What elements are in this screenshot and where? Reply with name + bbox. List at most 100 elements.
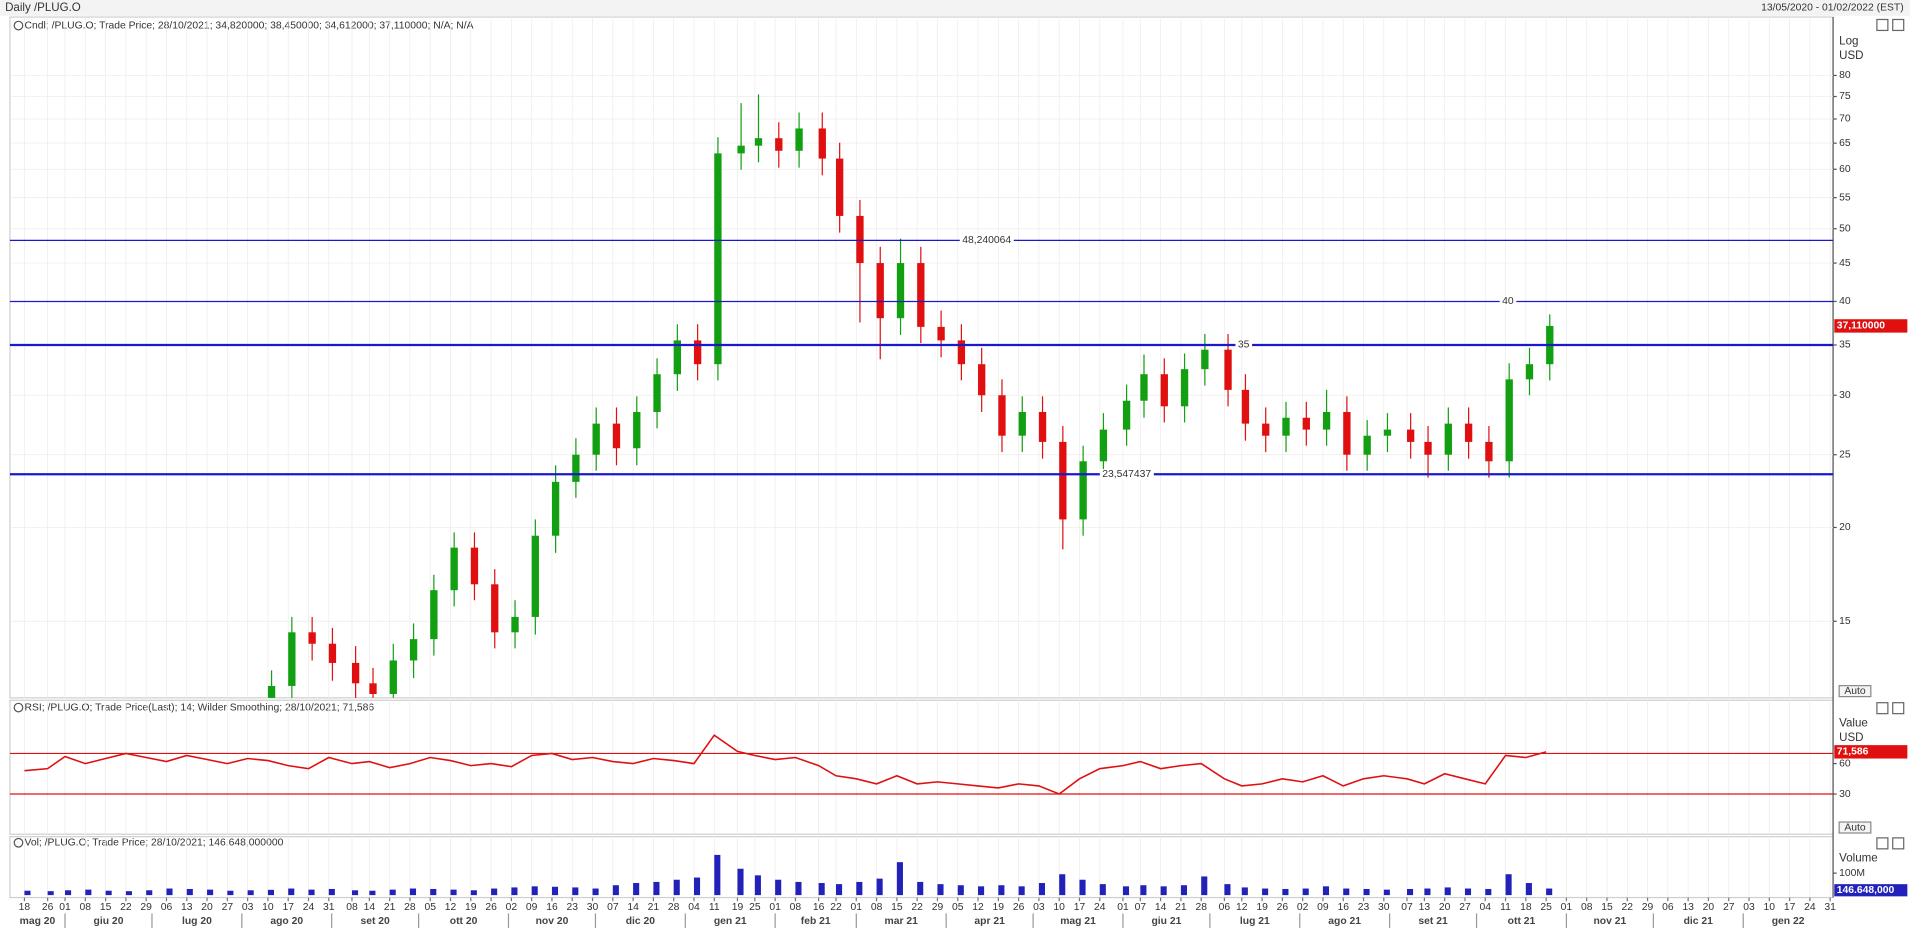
last-price-box: [1834, 319, 1908, 333]
x-tick-label: 15: [1601, 902, 1613, 913]
x-tick-label: 02: [1297, 902, 1309, 913]
x-tick-label: 13: [1682, 902, 1694, 913]
x-tick-label: 18: [19, 902, 31, 913]
volume-bar: [1525, 883, 1532, 896]
close-button[interactable]: [1892, 837, 1905, 850]
x-tick-label: 21: [384, 902, 396, 913]
candle-body: [1038, 411, 1047, 442]
candle-body: [1099, 429, 1108, 462]
volume-bar: [491, 888, 498, 896]
y-tick-label: 20: [1839, 522, 1851, 533]
candle-body: [1059, 441, 1067, 520]
x-tick-label: 10: [1053, 902, 1065, 913]
x-tick-label: 24: [303, 902, 315, 913]
x-tick-label: 18: [1520, 902, 1532, 913]
volume-bar: [1241, 887, 1248, 896]
candle-body: [267, 685, 276, 698]
x-tick-label: 04: [688, 902, 700, 913]
x-tick-label: 14: [364, 902, 376, 913]
volume-bar: [85, 889, 92, 896]
level-label: 35: [1238, 340, 1250, 351]
x-tick-label: 03: [242, 902, 254, 913]
restore-button[interactable]: [1876, 837, 1889, 850]
candle-body: [714, 153, 722, 365]
x-tick-label: 22: [1622, 902, 1634, 913]
volume-bar: [24, 890, 31, 896]
restore-button[interactable]: [1876, 18, 1889, 32]
volume-bar: [818, 883, 825, 896]
level-label-bg: [1235, 339, 1253, 351]
auto-label[interactable]: Auto: [1844, 686, 1866, 697]
candle-body: [288, 632, 296, 686]
panel-icon: [13, 837, 24, 848]
volume-bar: [125, 891, 132, 896]
candle-body: [1343, 411, 1351, 455]
x-tick-label: 26: [1277, 902, 1289, 913]
x-tick-label: 05: [424, 902, 436, 913]
candle-body: [896, 263, 905, 319]
x-tick-label: 16: [1337, 902, 1349, 913]
x-tick-label: 29: [1642, 902, 1654, 913]
x-tick-label: 07: [1135, 902, 1147, 913]
scale-label: Value: [1839, 717, 1868, 729]
auto-button[interactable]: [1838, 821, 1872, 834]
close-button[interactable]: [1892, 18, 1905, 32]
volume-bar: [267, 889, 275, 896]
volume-bar: [551, 886, 559, 896]
x-tick-label: 13: [181, 902, 193, 913]
x-tick-label: 11: [1500, 902, 1511, 913]
x-tick-label: 12: [1236, 902, 1248, 913]
volume-bar: [1322, 886, 1330, 896]
auto-label[interactable]: Auto: [1844, 822, 1866, 833]
candle-body: [917, 263, 925, 327]
candle-body: [450, 547, 458, 591]
x-tick-label: 10: [1764, 902, 1776, 913]
candle-body: [1485, 441, 1493, 462]
month-label: feb 21: [801, 916, 831, 927]
volume-bar: [511, 887, 518, 896]
month-label: nov 21: [1593, 916, 1626, 927]
month-label: nov 20: [536, 916, 569, 927]
volume-bar: [1122, 886, 1130, 896]
month-label: gen 21: [714, 916, 747, 927]
volume-bar: [1505, 874, 1512, 896]
volume-bar: [1343, 888, 1350, 896]
candle-body: [409, 639, 418, 661]
candle-body: [430, 590, 438, 640]
candle-body: [653, 374, 661, 412]
x-tick-label: 27: [1723, 902, 1735, 913]
x-tick-label: 03: [1033, 902, 1045, 913]
x-tick-label: 28: [404, 902, 416, 913]
restore-button[interactable]: [1876, 702, 1889, 715]
rsi-line: [24, 734, 1547, 795]
last-volume-box: [1834, 884, 1908, 897]
close-button[interactable]: [1892, 702, 1905, 715]
x-tick-label: 19: [465, 902, 477, 913]
candle-body: [856, 215, 864, 264]
x-tick-label: 07: [607, 902, 619, 913]
x-tick-label: 08: [871, 902, 883, 913]
candle-body: [1282, 417, 1290, 436]
volume-bar: [186, 888, 193, 896]
x-tick-label: 23: [566, 902, 578, 913]
y-tick-label: 75: [1839, 91, 1851, 102]
month-label: giu 20: [94, 916, 124, 927]
level-label-bg: [1099, 468, 1154, 480]
volume-bar: [795, 881, 802, 896]
panel-buttons[interactable]: [1838, 18, 1905, 850]
x-tick-label: 20: [201, 902, 213, 913]
candle-body: [1322, 411, 1331, 430]
candle-body: [754, 138, 763, 146]
x-tick-label: 20: [1703, 902, 1715, 913]
x-tick-label: 17: [282, 902, 294, 913]
candle-body: [693, 340, 702, 365]
y-tick-label: 100M: [1839, 868, 1865, 879]
volume-bar: [531, 886, 538, 896]
candle-body: [673, 340, 681, 375]
header-title: Daily /PLUG.O: [5, 2, 81, 14]
auto-button[interactable]: [1838, 685, 1872, 698]
candle-body: [836, 158, 844, 216]
volume-bar: [47, 891, 54, 896]
volume-bar: [1180, 885, 1188, 896]
